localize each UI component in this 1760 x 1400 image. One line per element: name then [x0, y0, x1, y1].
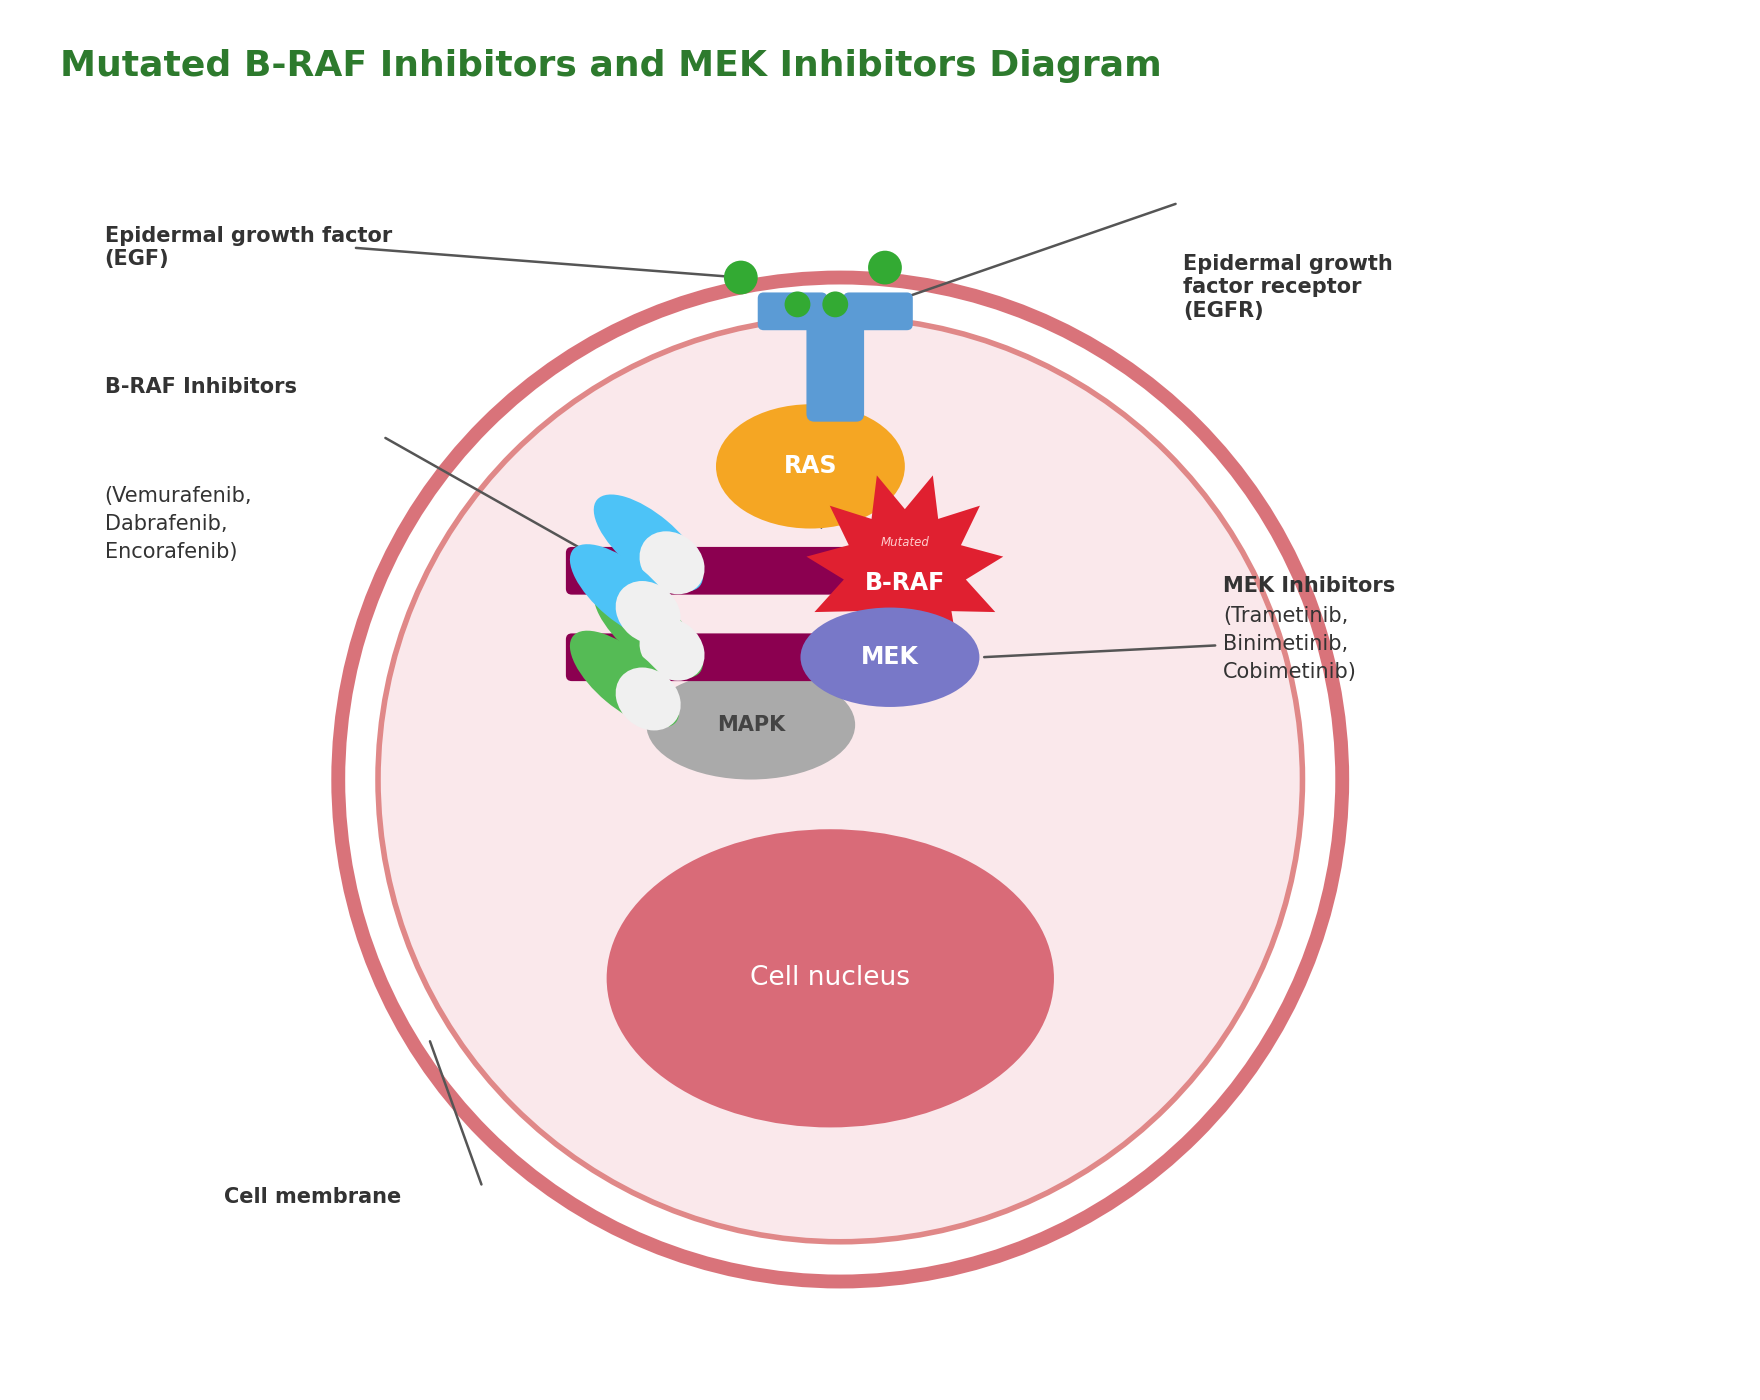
Polygon shape [806, 476, 1003, 671]
Circle shape [868, 251, 901, 284]
Ellipse shape [616, 668, 681, 731]
FancyBboxPatch shape [843, 293, 913, 330]
Text: Cell membrane: Cell membrane [224, 1187, 401, 1207]
Text: B-RAF: B-RAF [864, 571, 945, 595]
Ellipse shape [639, 532, 704, 594]
Text: Mutated: Mutated [880, 536, 929, 549]
Circle shape [785, 291, 810, 318]
Circle shape [378, 318, 1302, 1242]
Text: MEK Inhibitors: MEK Inhibitors [1223, 575, 1396, 595]
Text: Epidermal growth
factor receptor
(EGFR): Epidermal growth factor receptor (EGFR) [1183, 255, 1392, 321]
Text: Mutated B-RAF Inhibitors and MEK Inhibitors Diagram: Mutated B-RAF Inhibitors and MEK Inhibit… [60, 49, 1162, 83]
Ellipse shape [593, 581, 702, 678]
Ellipse shape [593, 494, 702, 591]
Text: (Trametinib,
Binimetinib,
Cobimetinib): (Trametinib, Binimetinib, Cobimetinib) [1223, 606, 1357, 682]
Ellipse shape [801, 608, 979, 707]
Circle shape [723, 260, 759, 294]
Text: (Vemurafenib,
Dabrafenib,
Encorafenib): (Vemurafenib, Dabrafenib, Encorafenib) [104, 486, 252, 563]
Ellipse shape [646, 671, 855, 780]
Ellipse shape [639, 617, 704, 680]
Ellipse shape [716, 405, 905, 529]
Ellipse shape [570, 545, 679, 641]
Circle shape [822, 291, 848, 318]
Ellipse shape [616, 581, 681, 644]
Text: MEK: MEK [861, 645, 919, 669]
Text: Epidermal growth factor
(EGF): Epidermal growth factor (EGF) [104, 227, 392, 269]
Text: Cell nucleus: Cell nucleus [750, 966, 910, 991]
FancyBboxPatch shape [567, 547, 876, 595]
FancyBboxPatch shape [759, 293, 827, 330]
FancyBboxPatch shape [806, 307, 864, 421]
Ellipse shape [607, 829, 1054, 1127]
Ellipse shape [570, 630, 679, 728]
FancyBboxPatch shape [567, 633, 827, 682]
Text: B-RAF Inhibitors: B-RAF Inhibitors [104, 377, 297, 396]
Text: MAPK: MAPK [716, 715, 785, 735]
Text: RAS: RAS [783, 455, 838, 479]
